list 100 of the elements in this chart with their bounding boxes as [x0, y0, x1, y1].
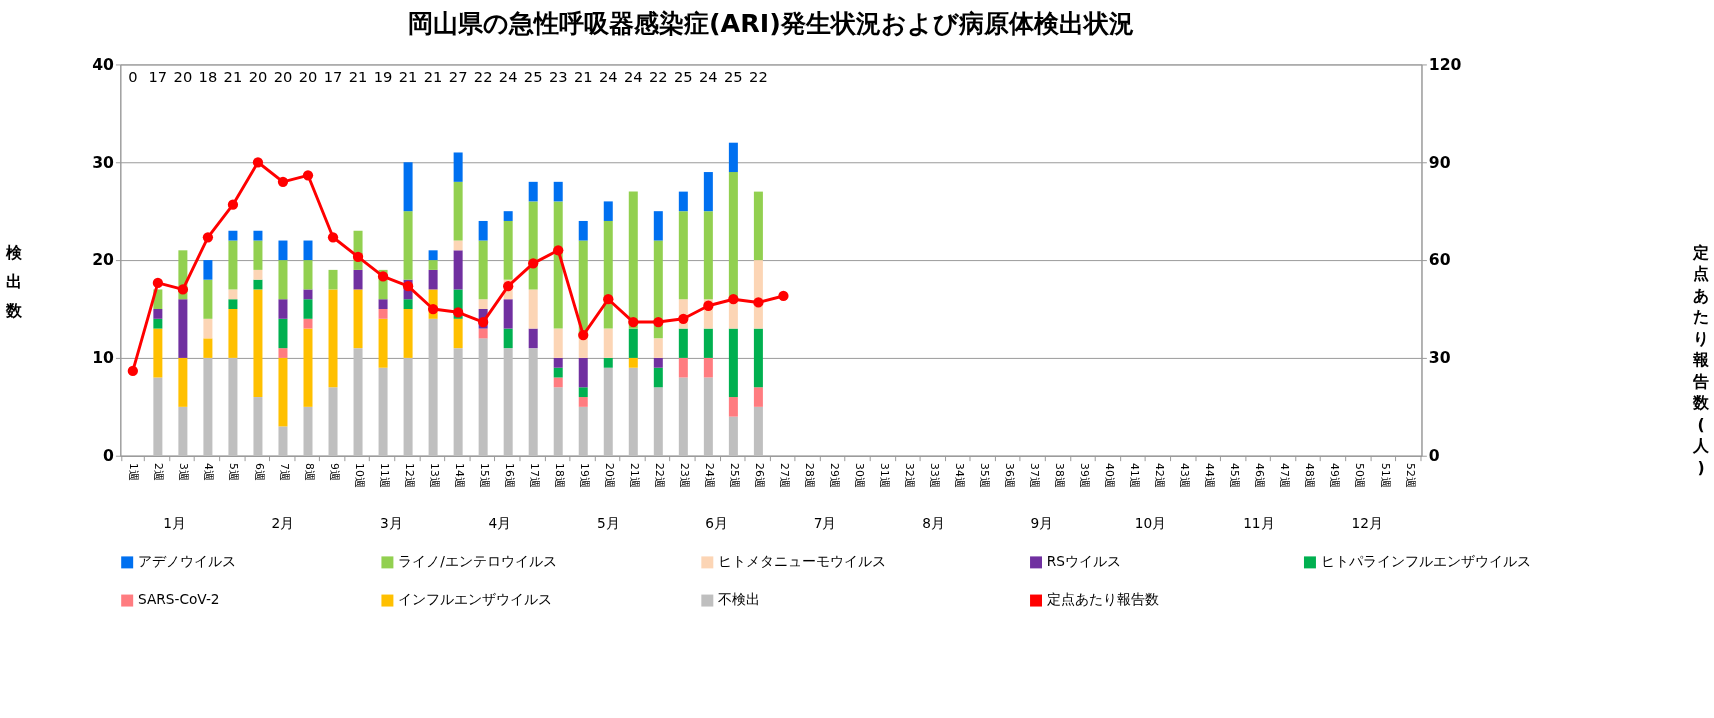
bar [678, 191, 688, 212]
annotation: 18 [198, 68, 218, 86]
bar [653, 211, 663, 241]
bar [403, 211, 413, 280]
bar [303, 240, 313, 261]
bar [578, 220, 588, 241]
bar [503, 348, 513, 456]
bar [703, 328, 713, 358]
bar [278, 348, 288, 358]
bar [428, 260, 438, 270]
bar [528, 328, 538, 349]
point [277, 176, 289, 187]
legend-label: インフルエンザウイルス [398, 591, 553, 608]
point [503, 281, 514, 292]
x-tick-label: 46週 [1253, 463, 1267, 488]
bar [453, 318, 463, 349]
point [778, 290, 789, 302]
bar [153, 377, 163, 456]
text: 10月 [1134, 515, 1167, 532]
bar [278, 426, 288, 456]
bar [628, 367, 638, 456]
legend-label: SARS-CoV-2 [137, 591, 220, 608]
bar [653, 338, 663, 358]
bar [578, 406, 588, 456]
bar [278, 299, 288, 319]
x-tick-label: 4週 [202, 463, 216, 481]
text: 7月 [813, 515, 837, 532]
bar [628, 328, 638, 358]
point [177, 284, 189, 295]
bar [603, 357, 613, 368]
text: 2月 [271, 515, 295, 532]
bar [678, 211, 688, 300]
bar [303, 299, 313, 319]
bar [253, 240, 263, 270]
bar [378, 318, 388, 368]
text: 3月 [380, 515, 403, 532]
bar [253, 289, 263, 398]
text: 4月 [488, 515, 512, 532]
annotation: 0 [128, 68, 138, 86]
x-tick-label: 24週 [702, 463, 716, 488]
bar [653, 240, 663, 339]
bar [728, 142, 738, 173]
bar [453, 181, 463, 241]
point [127, 365, 138, 377]
bar [603, 367, 613, 456]
bar [753, 406, 763, 456]
point [402, 281, 414, 292]
bar [478, 338, 488, 456]
annotation: 24 [699, 68, 718, 86]
bar [178, 357, 188, 407]
x-tick-label: 27週 [777, 463, 791, 488]
x-tick-label: 2週 [152, 463, 166, 481]
bar [203, 260, 213, 280]
bar [403, 162, 413, 212]
text: 6月 [705, 515, 729, 532]
bar [278, 260, 288, 300]
x-tick-label: 39週 [1078, 463, 1092, 488]
x-tick-label: 9週 [327, 463, 341, 481]
bar [553, 357, 563, 368]
x-tick-label: 8週 [302, 463, 316, 481]
bar [328, 289, 338, 388]
bar [528, 181, 538, 202]
x-tick-label: 40週 [1103, 463, 1117, 488]
legend-label: 不検出 [718, 591, 761, 608]
x-tick-label: 19週 [577, 463, 591, 488]
bar [628, 191, 638, 329]
y-tick-label: 0 [103, 446, 115, 466]
legend-label: ヒトメタニューモウイルス [718, 553, 887, 570]
x-tick-label: 29週 [828, 463, 842, 488]
point [202, 232, 214, 243]
x-tick-label: 10週 [352, 463, 366, 488]
bar [503, 220, 513, 280]
bar [503, 328, 513, 349]
bar [228, 230, 238, 241]
bar [228, 309, 238, 358]
x-tick-label: 7週 [277, 463, 291, 481]
bar [528, 289, 538, 329]
bar [403, 309, 413, 358]
x-tick-label: 14週 [452, 463, 466, 488]
legend-label: ライノ/エンテロウイルス [398, 553, 557, 570]
annotation: 20 [298, 68, 318, 86]
bar [203, 279, 213, 319]
bar [203, 357, 213, 456]
x-tick-label: 16週 [502, 463, 516, 488]
bar [303, 318, 313, 329]
annotation: 24 [598, 68, 618, 86]
x-tick-label: 43週 [1178, 463, 1192, 488]
bar [678, 357, 688, 378]
bar [703, 172, 713, 212]
x-tick-label: 34週 [953, 463, 967, 488]
chart-title: 岡山県の急性呼吸器感染症(ARI)発生状況および病原体検出状況 [407, 8, 1134, 39]
bar [278, 357, 288, 427]
x-tick-label: 12週 [402, 463, 416, 488]
annotation: 27 [448, 68, 468, 86]
bar [553, 328, 563, 358]
bar [578, 397, 588, 407]
bar [478, 299, 488, 310]
x-tick-label: 41週 [1128, 463, 1142, 488]
bar [378, 367, 388, 456]
bar [303, 260, 313, 290]
